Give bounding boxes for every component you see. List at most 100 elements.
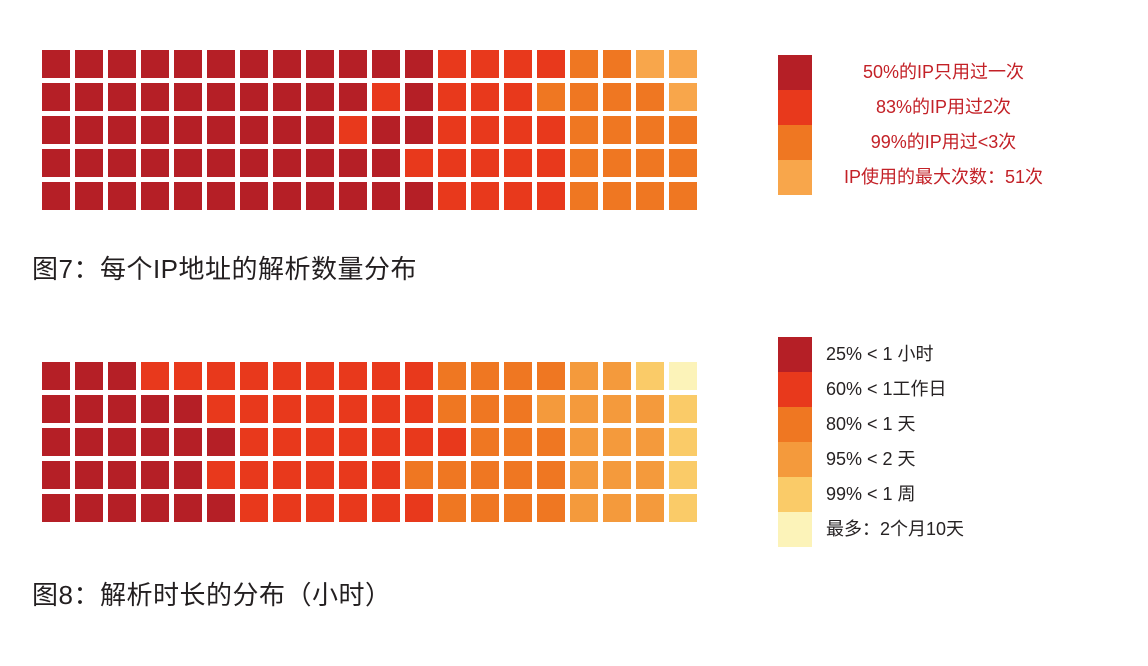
waffle-cell xyxy=(306,182,334,210)
waffle-cell xyxy=(108,182,136,210)
waffle-cell xyxy=(306,395,334,423)
waffle-cell xyxy=(405,494,433,522)
waffle-cell xyxy=(669,428,697,456)
waffle-cell xyxy=(636,83,664,111)
waffle-cell xyxy=(108,149,136,177)
waffle-cell xyxy=(504,494,532,522)
waffle-cell xyxy=(504,149,532,177)
waffle-cell xyxy=(570,149,598,177)
waffle-cell xyxy=(306,83,334,111)
figure7-legend: 50%的IP只用过一次 83%的IP用过2次 99%的IP用过<3次 IP使用的最大次… xyxy=(778,55,1061,195)
waffle-cell xyxy=(240,461,268,489)
waffle-cell xyxy=(42,149,70,177)
waffle-cell xyxy=(273,395,301,423)
waffle-cell xyxy=(537,116,565,144)
waffle-cell xyxy=(141,494,169,522)
legend-label: 50%的IP只用过一次 xyxy=(862,61,1025,82)
waffle-cell xyxy=(570,50,598,78)
waffle-cell xyxy=(207,494,235,522)
waffle-cell xyxy=(273,50,301,78)
legend-row: 99%的IP用过<3次 xyxy=(778,125,1061,160)
waffle-cell xyxy=(306,50,334,78)
waffle-cell xyxy=(75,461,103,489)
waffle-cell xyxy=(75,362,103,390)
waffle-cell xyxy=(603,494,631,522)
waffle-cell xyxy=(603,50,631,78)
waffle-cell xyxy=(570,494,598,522)
figure8-caption: 图8：解析时长的分布（小时） xyxy=(32,580,392,610)
legend-label: 25% < 1 小时 xyxy=(826,343,934,364)
waffle-cell xyxy=(174,50,202,78)
waffle-cell xyxy=(141,182,169,210)
waffle-cell xyxy=(636,116,664,144)
legend-swatch xyxy=(778,160,812,195)
waffle-cell xyxy=(207,428,235,456)
waffle-cell xyxy=(339,149,367,177)
waffle-cell xyxy=(669,149,697,177)
waffle-cell xyxy=(207,395,235,423)
legend-swatch xyxy=(778,372,812,407)
legend-swatch xyxy=(778,55,812,90)
waffle-cell xyxy=(471,149,499,177)
legend-label: 99% < 1 周 xyxy=(826,483,916,504)
waffle-cell xyxy=(75,149,103,177)
waffle-cell xyxy=(42,116,70,144)
waffle-cell xyxy=(636,494,664,522)
waffle-cell xyxy=(174,149,202,177)
waffle-cell xyxy=(570,395,598,423)
waffle-cell xyxy=(339,494,367,522)
waffle-cell xyxy=(108,428,136,456)
waffle-cell xyxy=(438,149,466,177)
waffle-cell xyxy=(75,50,103,78)
waffle-cell xyxy=(240,182,268,210)
waffle-cell xyxy=(537,182,565,210)
waffle-cell xyxy=(636,461,664,489)
waffle-cell xyxy=(273,182,301,210)
waffle-cell xyxy=(471,395,499,423)
waffle-cell xyxy=(405,50,433,78)
waffle-cell xyxy=(240,149,268,177)
waffle-cell xyxy=(75,494,103,522)
waffle-cell xyxy=(471,494,499,522)
waffle-cell xyxy=(405,182,433,210)
waffle-cell xyxy=(471,50,499,78)
waffle-cell xyxy=(669,182,697,210)
waffle-cell xyxy=(438,182,466,210)
waffle-cell xyxy=(273,149,301,177)
waffle-cell xyxy=(504,116,532,144)
waffle-cell xyxy=(438,395,466,423)
waffle-cell xyxy=(306,149,334,177)
waffle-cell xyxy=(636,182,664,210)
legend-label: 83%的IP用过2次 xyxy=(875,96,1012,117)
waffle-cell xyxy=(636,149,664,177)
waffle-cell xyxy=(306,494,334,522)
waffle-cell xyxy=(669,83,697,111)
waffle-cell xyxy=(537,494,565,522)
waffle-cell xyxy=(438,494,466,522)
waffle-cell xyxy=(339,461,367,489)
waffle-cell xyxy=(471,116,499,144)
waffle-cell xyxy=(570,461,598,489)
waffle-cell xyxy=(141,83,169,111)
waffle-cell xyxy=(405,149,433,177)
waffle-cell xyxy=(636,50,664,78)
waffle-cell xyxy=(75,116,103,144)
waffle-cell xyxy=(636,428,664,456)
waffle-cell xyxy=(240,116,268,144)
waffle-cell xyxy=(438,428,466,456)
waffle-cell xyxy=(669,494,697,522)
waffle-cell xyxy=(504,428,532,456)
waffle-cell xyxy=(372,395,400,423)
waffle-cell xyxy=(405,362,433,390)
legend-label: 95% < 2 天 xyxy=(826,448,916,469)
legend-row: IP使用的最大次数：51次 xyxy=(778,160,1061,195)
legend-label: 60% < 1工作日 xyxy=(826,378,947,399)
waffle-cell xyxy=(471,461,499,489)
waffle-cell xyxy=(141,395,169,423)
waffle-cell xyxy=(537,362,565,390)
waffle-cell xyxy=(504,50,532,78)
waffle-cell xyxy=(273,494,301,522)
waffle-cell xyxy=(504,461,532,489)
waffle-cell xyxy=(306,362,334,390)
